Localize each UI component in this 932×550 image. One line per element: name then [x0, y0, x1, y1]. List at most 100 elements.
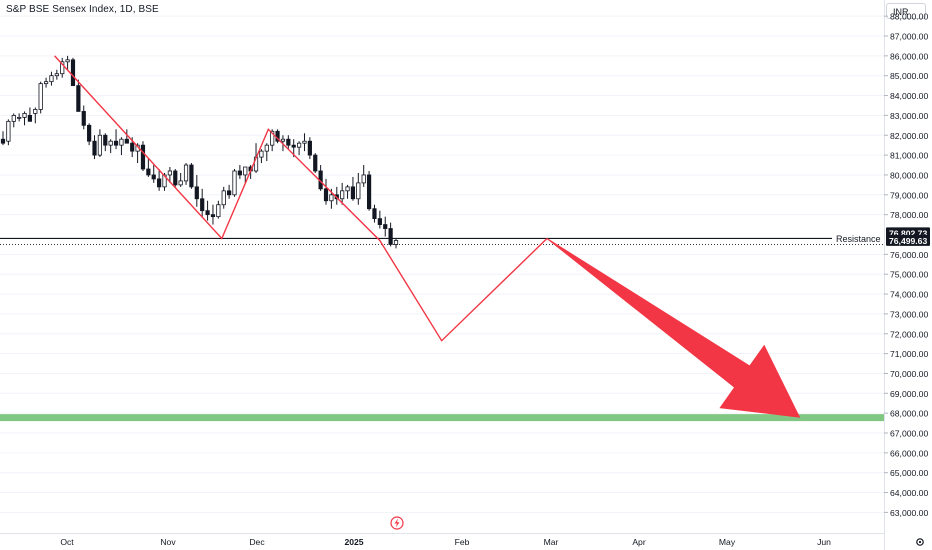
- candle-body: [329, 194, 334, 202]
- candle-body: [33, 109, 38, 114]
- candle-body: [146, 168, 151, 176]
- candle-body: [11, 115, 16, 122]
- candle-body: [0, 138, 6, 144]
- price-tag-text: 76,802.73: [889, 228, 927, 238]
- y-tick-label: 86,000.00: [890, 51, 928, 61]
- y-tick-label: 82,000.00: [890, 131, 928, 141]
- y-tick-label: 63,000.00: [890, 508, 928, 518]
- y-tick-label: 81,000.00: [890, 151, 928, 161]
- candle-body: [366, 174, 372, 210]
- chart-title: S&P BSE Sensex Index, 1D, BSE: [6, 4, 159, 15]
- candle-body: [323, 188, 329, 202]
- zigzag-pattern: [54, 55, 548, 342]
- zigzag-line: [54, 55, 548, 342]
- candle-body: [189, 164, 194, 188]
- candle-body: [296, 142, 302, 148]
- candle-body: [361, 174, 366, 184]
- price-axis[interactable]: 88,000.00 87,000.00 86,000.00 85,000.00 84,0…: [884, 0, 928, 550]
- candle-body: [119, 138, 124, 146]
- y-tick-label: 64,000.00: [890, 488, 928, 498]
- candle-body: [173, 170, 178, 186]
- candle-body: [302, 140, 307, 144]
- support-band-rect: [0, 414, 884, 422]
- time-axis[interactable]: Oct Nov Dec 2025 Feb Mar Apr May Jun: [0, 533, 884, 548]
- projection-arrow: [546, 238, 801, 418]
- candle-body: [178, 180, 183, 186]
- y-tick-label: 67,000.00: [890, 429, 928, 439]
- candle-body: [393, 240, 399, 245]
- candle-body: [65, 59, 70, 63]
- candle-body: [108, 140, 113, 146]
- y-tick-label: 88,000.00: [890, 12, 928, 22]
- candle-body: [27, 115, 33, 122]
- candle-body: [259, 150, 264, 158]
- y-tick-label: 74,000.00: [890, 290, 928, 300]
- candle-body: [49, 75, 54, 83]
- candle-body: [340, 190, 345, 200]
- candle-body: [167, 170, 172, 176]
- candle-body: [97, 134, 103, 156]
- candle-body: [221, 190, 226, 206]
- resistance-label: Resistance: [836, 234, 881, 244]
- candle-body: [183, 164, 189, 182]
- candle-body: [151, 174, 156, 180]
- candle-body: [388, 228, 393, 245]
- x-tick-label: Oct: [60, 537, 74, 547]
- y-tick-label: 85,000.00: [890, 71, 928, 81]
- price-tag-text: 76,499.63: [889, 236, 927, 246]
- candle-body: [205, 210, 210, 216]
- y-tick-label: 87,000.00: [890, 32, 928, 42]
- y-tick-label: 66,000.00: [890, 448, 928, 458]
- candle-body: [103, 134, 108, 146]
- candle-body: [81, 111, 86, 126]
- resistance-line: Resistance: [0, 234, 884, 245]
- candle-body: [54, 73, 59, 77]
- lightning-icon[interactable]: [390, 516, 404, 530]
- gear-icon[interactable]: [914, 536, 926, 548]
- y-tick-label: 83,000.00: [890, 111, 928, 121]
- candle-body: [372, 208, 377, 220]
- candle-body: [232, 170, 237, 196]
- candle-body: [350, 186, 356, 200]
- candle-body: [345, 186, 350, 192]
- candle-body: [307, 140, 312, 156]
- candle-body: [280, 138, 286, 142]
- x-tick-label: Dec: [249, 537, 265, 547]
- candle-body: [17, 116, 22, 119]
- candle-body: [270, 130, 275, 146]
- candle-body: [194, 186, 199, 200]
- y-tick-label: 71,000.00: [890, 349, 928, 359]
- support-band: [0, 414, 884, 422]
- x-tick-label: Feb: [455, 537, 470, 547]
- y-tick-label: 65,000.00: [890, 468, 928, 478]
- candle-body: [377, 218, 382, 225]
- candle-body: [210, 214, 216, 218]
- candle-body: [200, 198, 205, 212]
- candle-body: [227, 190, 232, 196]
- price-tag: [886, 234, 930, 246]
- candle-body: [87, 124, 92, 142]
- candle-body: [22, 113, 27, 118]
- candle-body: [70, 59, 76, 87]
- currency-selector[interactable]: INR: [886, 3, 926, 19]
- lightning-bolt: [394, 518, 400, 528]
- y-tick-label: 79,000.00: [890, 190, 928, 200]
- candle-body: [157, 178, 162, 188]
- x-tick-label: Nov: [160, 537, 176, 547]
- x-tick-label: Jun: [817, 537, 831, 547]
- candle-body: [76, 85, 81, 112]
- candle-body: [313, 154, 318, 172]
- candle-body: [291, 144, 296, 148]
- candle-body: [113, 140, 119, 146]
- candle-body: [237, 170, 242, 176]
- arrow-shape: [546, 238, 801, 418]
- x-tick-label: 2025: [344, 537, 363, 547]
- y-tick-label: 75,000.00: [890, 270, 928, 280]
- candle-body: [60, 61, 65, 75]
- candle-body: [243, 166, 248, 176]
- x-tick-label: Apr: [632, 537, 646, 547]
- candle-body: [130, 142, 135, 152]
- candle-body: [6, 120, 11, 142]
